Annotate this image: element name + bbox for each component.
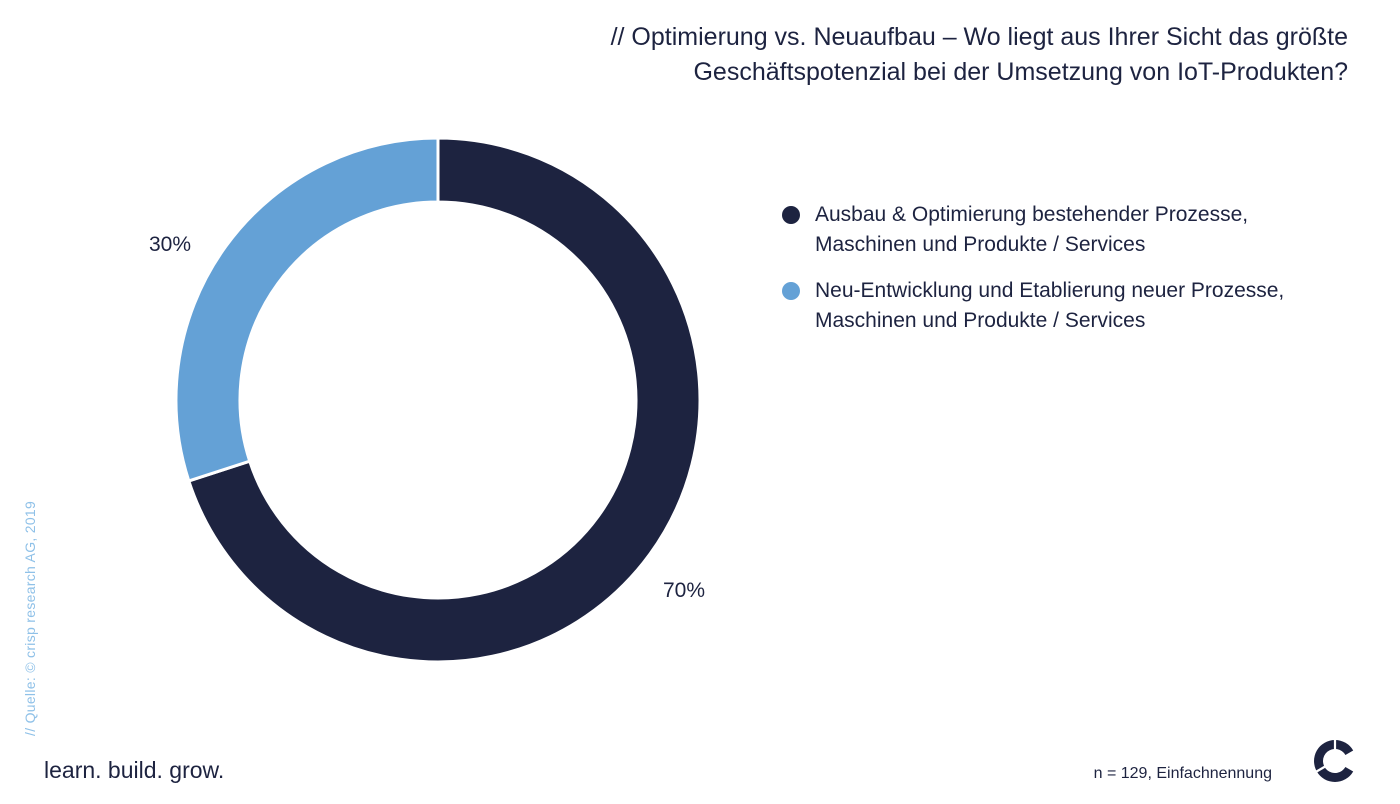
legend-label-line-1: Ausbau & Optimierung bestehender Prozess… bbox=[815, 203, 1249, 226]
chart-title-line-2: Geschäftspotenzial bei der Umsetzung von… bbox=[693, 58, 1348, 86]
data-label-1: 70% bbox=[663, 579, 705, 602]
legend: Ausbau & Optimierung bestehender Prozess… bbox=[782, 200, 1284, 352]
legend-label-line-2: Maschinen und Produkte / Services bbox=[815, 233, 1146, 256]
crisp-c-logo-icon bbox=[1313, 737, 1354, 782]
legend-item-optimization: Ausbau & Optimierung bestehender Prozess… bbox=[782, 200, 1284, 260]
chart-title: // Optimierung vs. Neuaufbau – Wo liegt … bbox=[448, 20, 1348, 90]
tagline: learn. build. grow. bbox=[44, 757, 225, 783]
data-label-2: 30% bbox=[149, 233, 191, 256]
legend-marker-dark bbox=[782, 206, 800, 224]
donut-slice-1 bbox=[186, 136, 702, 664]
legend-marker-light bbox=[782, 282, 800, 300]
source-note: // Quelle: © crisp research AG, 2019 bbox=[22, 500, 38, 736]
legend-label-line-2: Maschinen und Produkte / Services bbox=[815, 309, 1146, 332]
legend-label-line-1: Neu-Entwicklung und Etablierung neuer Pr… bbox=[815, 279, 1285, 302]
legend-item-new-development: Neu-Entwicklung und Etablierung neuer Pr… bbox=[782, 276, 1284, 336]
sample-note: n = 129, Einfachnennung bbox=[1093, 765, 1272, 782]
donut-slice-2 bbox=[174, 136, 440, 483]
chart-title-line-1: // Optimierung vs. Neuaufbau – Wo liegt … bbox=[610, 23, 1348, 51]
